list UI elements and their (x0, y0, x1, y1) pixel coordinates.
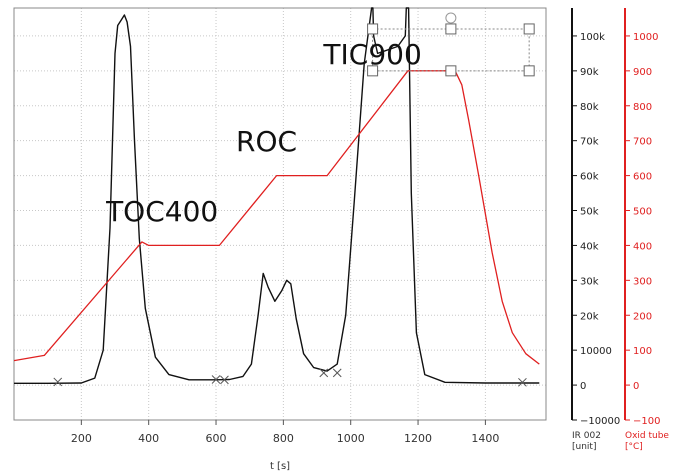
ir-tick-label: 20k (580, 311, 599, 322)
ir-tick-label: 0 (580, 381, 586, 392)
x-axis-title: t [s] (270, 461, 290, 472)
ir-tick-label: 80k (580, 102, 599, 113)
selection-handle[interactable] (445, 65, 457, 77)
phase-annotations: TOC400 ROC TIC900 (105, 38, 422, 228)
oven-tick-label: −100 (633, 416, 660, 427)
oven-tick-label: 200 (633, 311, 652, 322)
x-tick-label: 400 (138, 432, 159, 445)
integration-marker (53, 377, 63, 387)
x-tick-label: 1000 (337, 432, 365, 445)
ir-signal-line (14, 7, 540, 384)
ir-tick-label: 90k (580, 67, 599, 78)
oven-tick-label: 700 (633, 137, 652, 148)
integration-marker (211, 375, 221, 384)
oven-tick-label: 800 (633, 102, 652, 113)
integration-marker (220, 375, 229, 385)
selection-handle[interactable] (523, 65, 535, 77)
ir-tick-label: −10000 (580, 416, 620, 427)
integration-marker (319, 368, 329, 378)
x-tick-label: 600 (206, 432, 227, 445)
integration-marker-stroke (332, 368, 342, 378)
selection-handle[interactable] (367, 65, 379, 77)
phase-label: ROC (236, 125, 297, 158)
selection-handle[interactable] (523, 23, 535, 35)
ir-tick-label: 50k (580, 207, 599, 218)
selection-handle[interactable] (367, 23, 379, 35)
x-tick-label: 800 (273, 432, 294, 445)
oven-tick-label: 400 (633, 241, 652, 252)
integration-marker (518, 377, 527, 387)
integration-marker (332, 368, 342, 378)
ir-tick-label: 10000 (580, 346, 612, 357)
integration-marker-stroke (220, 375, 229, 385)
ir-axis-title: IR 002 (572, 431, 601, 441)
integration-markers (53, 368, 527, 387)
ir-axis-title: [unit] (572, 442, 596, 452)
oven-tick-label: 900 (633, 67, 652, 78)
ir-tick-label: 40k (580, 241, 599, 252)
integration-marker-stroke (53, 377, 63, 387)
rotate-handle-icon[interactable] (445, 12, 457, 24)
ir-tick-label: 70k (580, 137, 599, 148)
integration-marker-stroke (518, 377, 527, 387)
integration-marker-stroke (211, 375, 221, 384)
ir-tick-label: 100k (580, 32, 605, 43)
oven-tick-label: 1000 (633, 32, 658, 43)
oven-tick-label: 100 (633, 346, 652, 357)
ir-tick-label: 30k (580, 276, 599, 287)
x-tick-label: 200 (71, 432, 92, 445)
oven-tick-label: 0 (633, 381, 639, 392)
oven-tick-label: 500 (633, 207, 652, 218)
ir-axis: 100k 90k 80k 70k 60k 50k 40k 30k 20k 10000 0 −10000… (571, 8, 620, 452)
x-tick-label: 1200 (404, 432, 432, 445)
phase-label: TOC400 (105, 195, 218, 228)
phase-label: TIC900 (322, 38, 421, 71)
selection-handle[interactable] (445, 23, 457, 35)
x-tick-label: 1400 (471, 432, 499, 445)
ir-tick-label: 60k (580, 172, 599, 183)
oven-axis: 10009008007006005004003002001000−100Oxid… (624, 8, 669, 452)
oven-axis-title: [°C] (625, 442, 643, 452)
oven-tick-label: 300 (633, 276, 652, 287)
oven-tick-label: 600 (633, 172, 652, 183)
x-axis: 200 400 600 800 1000 1200 1400 t [s] (71, 420, 499, 472)
plot-frame (13, 7, 547, 421)
integration-marker-stroke (319, 368, 329, 378)
selection-box[interactable] (367, 12, 535, 77)
oven-axis-title: Oxid tube (625, 431, 669, 441)
